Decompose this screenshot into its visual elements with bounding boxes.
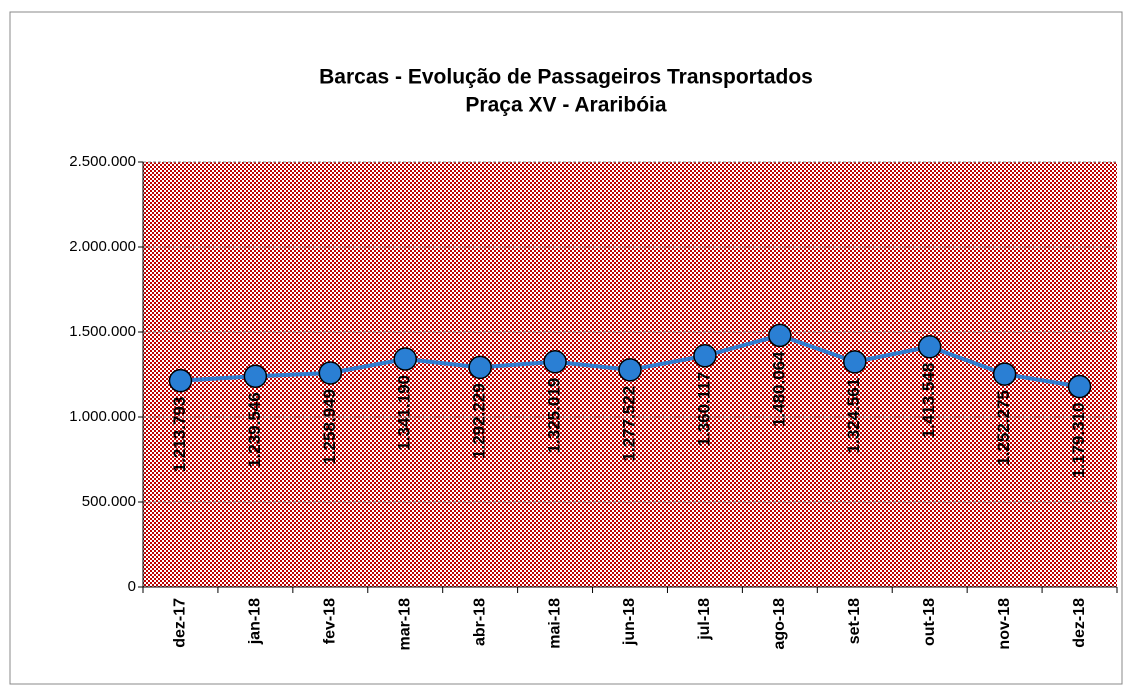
x-tick-label: dez-17 [172, 598, 189, 648]
data-label: 1.213.793 [170, 397, 189, 473]
x-tick-label: ago-18 [771, 598, 788, 650]
data-label: 1.360.117 [694, 372, 713, 447]
data-label: 1.324.561 [844, 378, 863, 454]
data-point [1067, 374, 1092, 399]
y-tick-label: 1.500.000 [69, 323, 136, 340]
y-tick-label: 2.500.000 [69, 153, 136, 170]
y-tick-label: 1.000.000 [69, 408, 136, 425]
data-point [768, 323, 792, 348]
data-label: 1.325.019 [545, 378, 564, 454]
data-label: 1.413.548 [919, 363, 938, 439]
x-tick-label: fev-18 [322, 598, 339, 644]
y-tick-label: 500.000 [82, 493, 136, 510]
data-point [843, 350, 867, 374]
data-point [468, 355, 492, 380]
data-point [992, 362, 1017, 386]
data-point [543, 349, 567, 374]
data-label: 1.252.275 [994, 390, 1013, 466]
x-tick-label: nov-18 [996, 598, 1013, 650]
x-tick-label: jan-18 [247, 598, 264, 645]
data-point [693, 344, 717, 368]
x-tick-label: mai-18 [546, 598, 563, 649]
data-label: 1.292.229 [470, 383, 489, 459]
data-label: 1.341.190 [395, 375, 414, 451]
x-tick-label: jul-18 [696, 598, 713, 641]
data-point [243, 364, 268, 389]
x-tick-label: out-18 [921, 598, 938, 646]
y-tick-label: 2.000.000 [69, 238, 136, 255]
data-label: 1.277.522 [619, 386, 638, 462]
x-tick-label: jun-18 [621, 598, 638, 646]
x-tick-label: mar-18 [396, 598, 413, 651]
data-point [318, 361, 343, 385]
data-point [618, 358, 642, 382]
data-label: 1.258.949 [320, 389, 339, 465]
x-tick-label: set-18 [846, 598, 863, 644]
y-tick-label: 0 [128, 578, 136, 595]
data-label: 1.239.546 [245, 392, 264, 468]
x-tick-label: dez-18 [1071, 598, 1088, 648]
data-point [393, 347, 417, 371]
data-point [917, 334, 942, 359]
x-tick-label: abr-18 [471, 598, 488, 646]
data-label: 1.480.064 [769, 351, 788, 427]
data-label: 1.179.310 [1069, 403, 1088, 479]
chart-title: Barcas - Evolução de Passageiros Transpo… [319, 66, 813, 89]
chart-subtitle: Praça XV - Araribóia [465, 94, 666, 117]
data-point [168, 368, 193, 393]
